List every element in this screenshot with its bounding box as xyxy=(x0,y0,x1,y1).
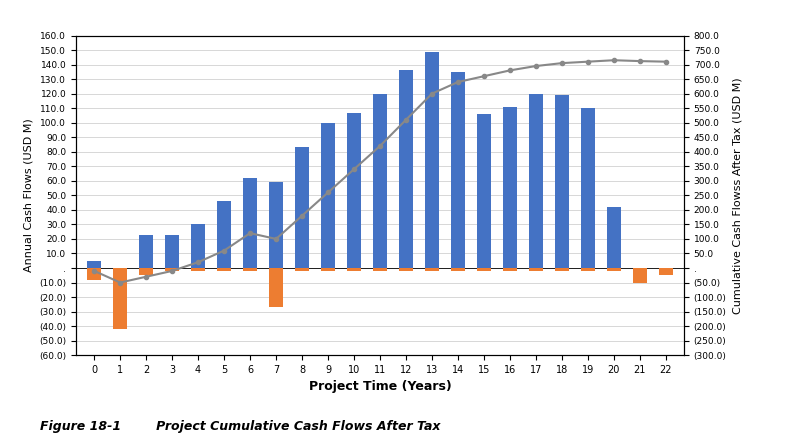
Bar xyxy=(243,268,258,271)
Bar xyxy=(217,201,231,268)
Bar xyxy=(633,268,647,282)
Bar xyxy=(373,268,387,271)
Bar xyxy=(295,147,309,268)
Bar xyxy=(606,268,621,271)
Bar xyxy=(581,268,595,271)
Bar xyxy=(191,268,206,271)
Bar xyxy=(191,224,206,268)
Bar xyxy=(321,123,335,268)
Bar xyxy=(399,268,413,271)
Bar xyxy=(502,107,517,268)
Text: Figure 18-1        Project Cumulative Cash Flows After Tax: Figure 18-1 Project Cumulative Cash Flow… xyxy=(40,420,441,433)
Bar xyxy=(554,268,569,271)
Bar xyxy=(165,268,179,271)
Bar xyxy=(606,207,621,268)
Bar xyxy=(451,72,465,268)
Bar xyxy=(321,268,335,271)
Bar xyxy=(529,268,543,271)
Bar xyxy=(139,268,154,275)
Bar xyxy=(347,112,361,268)
Bar xyxy=(581,108,595,268)
Bar xyxy=(477,114,491,268)
Bar xyxy=(529,94,543,268)
X-axis label: Project Time (Years): Project Time (Years) xyxy=(309,381,451,393)
Bar xyxy=(502,268,517,271)
Bar xyxy=(554,95,569,268)
Bar xyxy=(425,268,439,271)
Bar xyxy=(425,52,439,268)
Bar xyxy=(87,268,102,280)
Bar xyxy=(269,268,283,307)
Bar xyxy=(87,261,102,268)
Bar xyxy=(269,182,283,268)
Bar xyxy=(243,178,258,268)
Bar xyxy=(113,268,127,329)
Y-axis label: Annual Cash Flows (USD M): Annual Cash Flows (USD M) xyxy=(23,119,34,272)
Y-axis label: Cumulative Cash Flowss After Tax (USD M): Cumulative Cash Flowss After Tax (USD M) xyxy=(732,77,742,313)
Bar xyxy=(373,94,387,268)
Bar xyxy=(399,71,413,268)
Bar xyxy=(295,268,309,271)
Bar xyxy=(451,268,465,271)
Bar xyxy=(217,268,231,271)
Bar xyxy=(139,234,154,268)
Bar xyxy=(477,268,491,271)
Bar xyxy=(658,268,673,275)
Bar xyxy=(165,234,179,268)
Bar xyxy=(347,268,361,271)
